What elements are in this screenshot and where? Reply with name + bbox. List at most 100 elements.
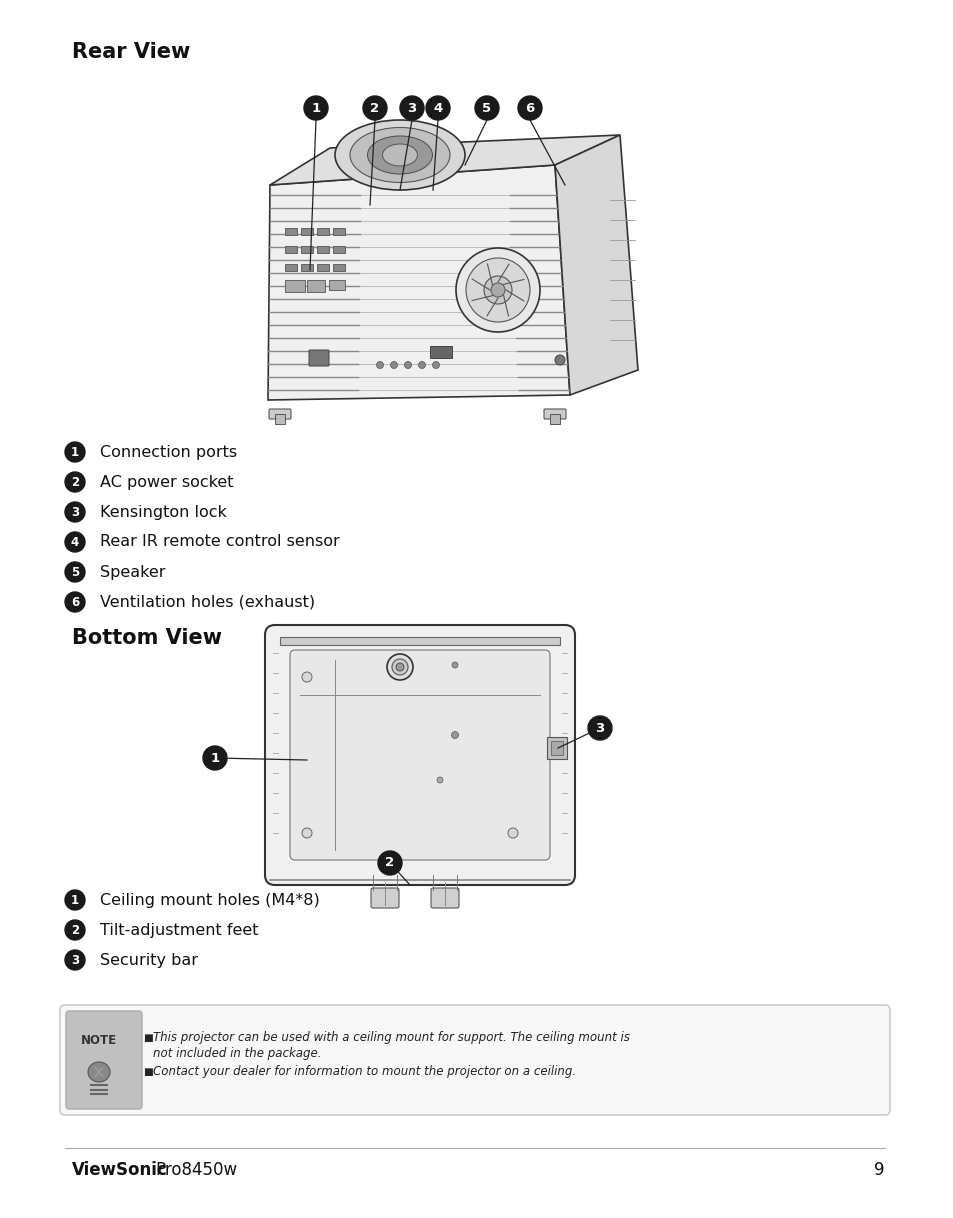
FancyBboxPatch shape bbox=[301, 228, 313, 235]
Text: 3: 3 bbox=[407, 101, 416, 114]
Circle shape bbox=[452, 663, 457, 667]
FancyBboxPatch shape bbox=[60, 1005, 889, 1114]
Text: 1: 1 bbox=[311, 101, 320, 114]
Text: 5: 5 bbox=[71, 565, 79, 579]
Text: Tilt-adjustment feet: Tilt-adjustment feet bbox=[100, 922, 258, 938]
FancyBboxPatch shape bbox=[274, 414, 285, 424]
Text: This projector can be used with a ceiling mount for support. The ceiling mount i: This projector can be used with a ceilin… bbox=[152, 1032, 629, 1045]
Ellipse shape bbox=[335, 121, 464, 190]
FancyBboxPatch shape bbox=[309, 350, 329, 365]
Text: AC power socket: AC power socket bbox=[100, 475, 233, 490]
Text: Connection ports: Connection ports bbox=[100, 445, 237, 459]
Text: not included in the package.: not included in the package. bbox=[152, 1046, 321, 1060]
Circle shape bbox=[203, 745, 227, 770]
Circle shape bbox=[65, 920, 85, 940]
FancyBboxPatch shape bbox=[329, 280, 345, 290]
FancyBboxPatch shape bbox=[285, 228, 296, 235]
Circle shape bbox=[65, 561, 85, 582]
FancyBboxPatch shape bbox=[371, 888, 398, 907]
Circle shape bbox=[377, 851, 401, 875]
Text: ViewSonic: ViewSonic bbox=[71, 1161, 168, 1179]
Circle shape bbox=[483, 276, 512, 304]
Text: 3: 3 bbox=[71, 505, 79, 519]
Text: 5: 5 bbox=[482, 101, 491, 114]
FancyBboxPatch shape bbox=[290, 650, 550, 860]
Ellipse shape bbox=[350, 128, 450, 183]
Text: Rear IR remote control sensor: Rear IR remote control sensor bbox=[100, 535, 339, 549]
Circle shape bbox=[304, 96, 328, 121]
Text: 1: 1 bbox=[71, 446, 79, 458]
Ellipse shape bbox=[382, 144, 417, 166]
Text: 1: 1 bbox=[211, 752, 219, 765]
Text: ■: ■ bbox=[143, 1033, 152, 1043]
FancyBboxPatch shape bbox=[430, 346, 452, 358]
FancyBboxPatch shape bbox=[280, 637, 559, 646]
FancyBboxPatch shape bbox=[551, 741, 562, 755]
Circle shape bbox=[555, 354, 564, 365]
Text: 1: 1 bbox=[71, 894, 79, 906]
FancyBboxPatch shape bbox=[285, 264, 296, 270]
Text: 4: 4 bbox=[433, 101, 442, 114]
Ellipse shape bbox=[88, 1062, 110, 1082]
Circle shape bbox=[376, 362, 383, 369]
FancyBboxPatch shape bbox=[316, 246, 329, 253]
Circle shape bbox=[65, 502, 85, 523]
FancyBboxPatch shape bbox=[265, 625, 575, 885]
FancyBboxPatch shape bbox=[285, 246, 296, 253]
Text: Kensington lock: Kensington lock bbox=[100, 504, 227, 520]
FancyBboxPatch shape bbox=[316, 264, 329, 270]
Circle shape bbox=[390, 362, 397, 369]
Text: 6: 6 bbox=[71, 596, 79, 609]
Text: Pro8450w: Pro8450w bbox=[154, 1161, 237, 1179]
Text: 6: 6 bbox=[525, 101, 534, 114]
Text: Contact your dealer for information to mount the projector on a ceiling.: Contact your dealer for information to m… bbox=[152, 1066, 576, 1078]
Text: 2: 2 bbox=[71, 923, 79, 937]
Circle shape bbox=[451, 732, 458, 738]
Circle shape bbox=[456, 248, 539, 333]
FancyBboxPatch shape bbox=[301, 264, 313, 270]
Polygon shape bbox=[555, 135, 638, 395]
FancyBboxPatch shape bbox=[307, 280, 325, 292]
Text: ■: ■ bbox=[143, 1067, 152, 1077]
Text: 9: 9 bbox=[874, 1161, 884, 1179]
Text: NOTE: NOTE bbox=[81, 1034, 117, 1046]
FancyBboxPatch shape bbox=[431, 888, 458, 907]
Text: Rear View: Rear View bbox=[71, 41, 190, 62]
Text: Ceiling mount holes (M4*8): Ceiling mount holes (M4*8) bbox=[100, 893, 319, 907]
FancyBboxPatch shape bbox=[66, 1011, 142, 1110]
Text: 3: 3 bbox=[71, 954, 79, 967]
Circle shape bbox=[418, 362, 425, 369]
Circle shape bbox=[399, 96, 423, 121]
Circle shape bbox=[387, 654, 413, 680]
Circle shape bbox=[465, 258, 530, 322]
FancyBboxPatch shape bbox=[543, 409, 565, 419]
Circle shape bbox=[395, 663, 403, 671]
Text: Security bar: Security bar bbox=[100, 952, 198, 967]
FancyBboxPatch shape bbox=[546, 737, 566, 759]
Circle shape bbox=[491, 283, 504, 297]
Text: 4: 4 bbox=[71, 536, 79, 548]
FancyBboxPatch shape bbox=[269, 409, 291, 419]
Circle shape bbox=[392, 659, 408, 675]
Circle shape bbox=[65, 950, 85, 970]
FancyBboxPatch shape bbox=[550, 414, 559, 424]
Circle shape bbox=[432, 362, 439, 369]
FancyBboxPatch shape bbox=[285, 280, 305, 292]
FancyBboxPatch shape bbox=[316, 228, 329, 235]
Circle shape bbox=[475, 96, 498, 121]
Text: Speaker: Speaker bbox=[100, 564, 165, 580]
Circle shape bbox=[404, 362, 411, 369]
Circle shape bbox=[426, 96, 450, 121]
Circle shape bbox=[302, 672, 312, 682]
Text: 2: 2 bbox=[370, 101, 379, 114]
Polygon shape bbox=[268, 164, 569, 400]
Text: Ventilation holes (exhaust): Ventilation holes (exhaust) bbox=[100, 594, 314, 609]
Ellipse shape bbox=[367, 136, 432, 174]
FancyBboxPatch shape bbox=[333, 264, 345, 270]
FancyBboxPatch shape bbox=[333, 246, 345, 253]
Circle shape bbox=[587, 716, 612, 741]
FancyBboxPatch shape bbox=[301, 246, 313, 253]
FancyBboxPatch shape bbox=[333, 228, 345, 235]
Circle shape bbox=[302, 828, 312, 838]
Circle shape bbox=[65, 890, 85, 910]
